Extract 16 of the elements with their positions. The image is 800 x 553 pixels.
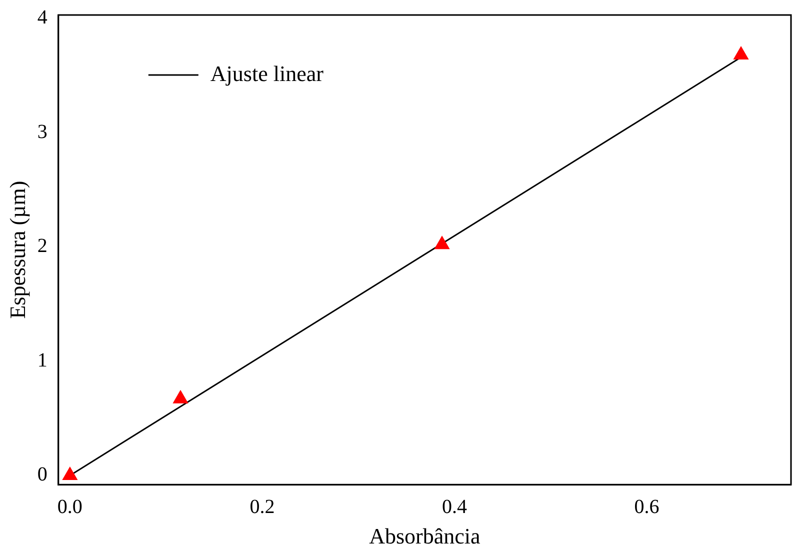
y-tick-label: 1 xyxy=(37,349,48,372)
x-tick-label: 0.2 xyxy=(250,496,275,518)
y-tick-label: 0 xyxy=(37,464,48,486)
legend-label: Ajuste linear xyxy=(210,60,324,86)
point xyxy=(173,390,188,404)
y-tick-label: 4 xyxy=(37,6,48,29)
point xyxy=(734,46,748,60)
x-tick-label: 0.4 xyxy=(442,496,468,518)
y-axis-title: Espessura (µm) xyxy=(4,180,30,319)
point xyxy=(434,236,450,250)
x-tick-label: 0.0 xyxy=(57,496,82,518)
y-tick-label: 3 xyxy=(37,120,48,143)
y-tick-label: 2 xyxy=(37,235,48,258)
x-axis-title: Absorbância xyxy=(369,524,481,549)
point xyxy=(62,466,78,480)
x-tick-label: 0.6 xyxy=(634,496,660,518)
